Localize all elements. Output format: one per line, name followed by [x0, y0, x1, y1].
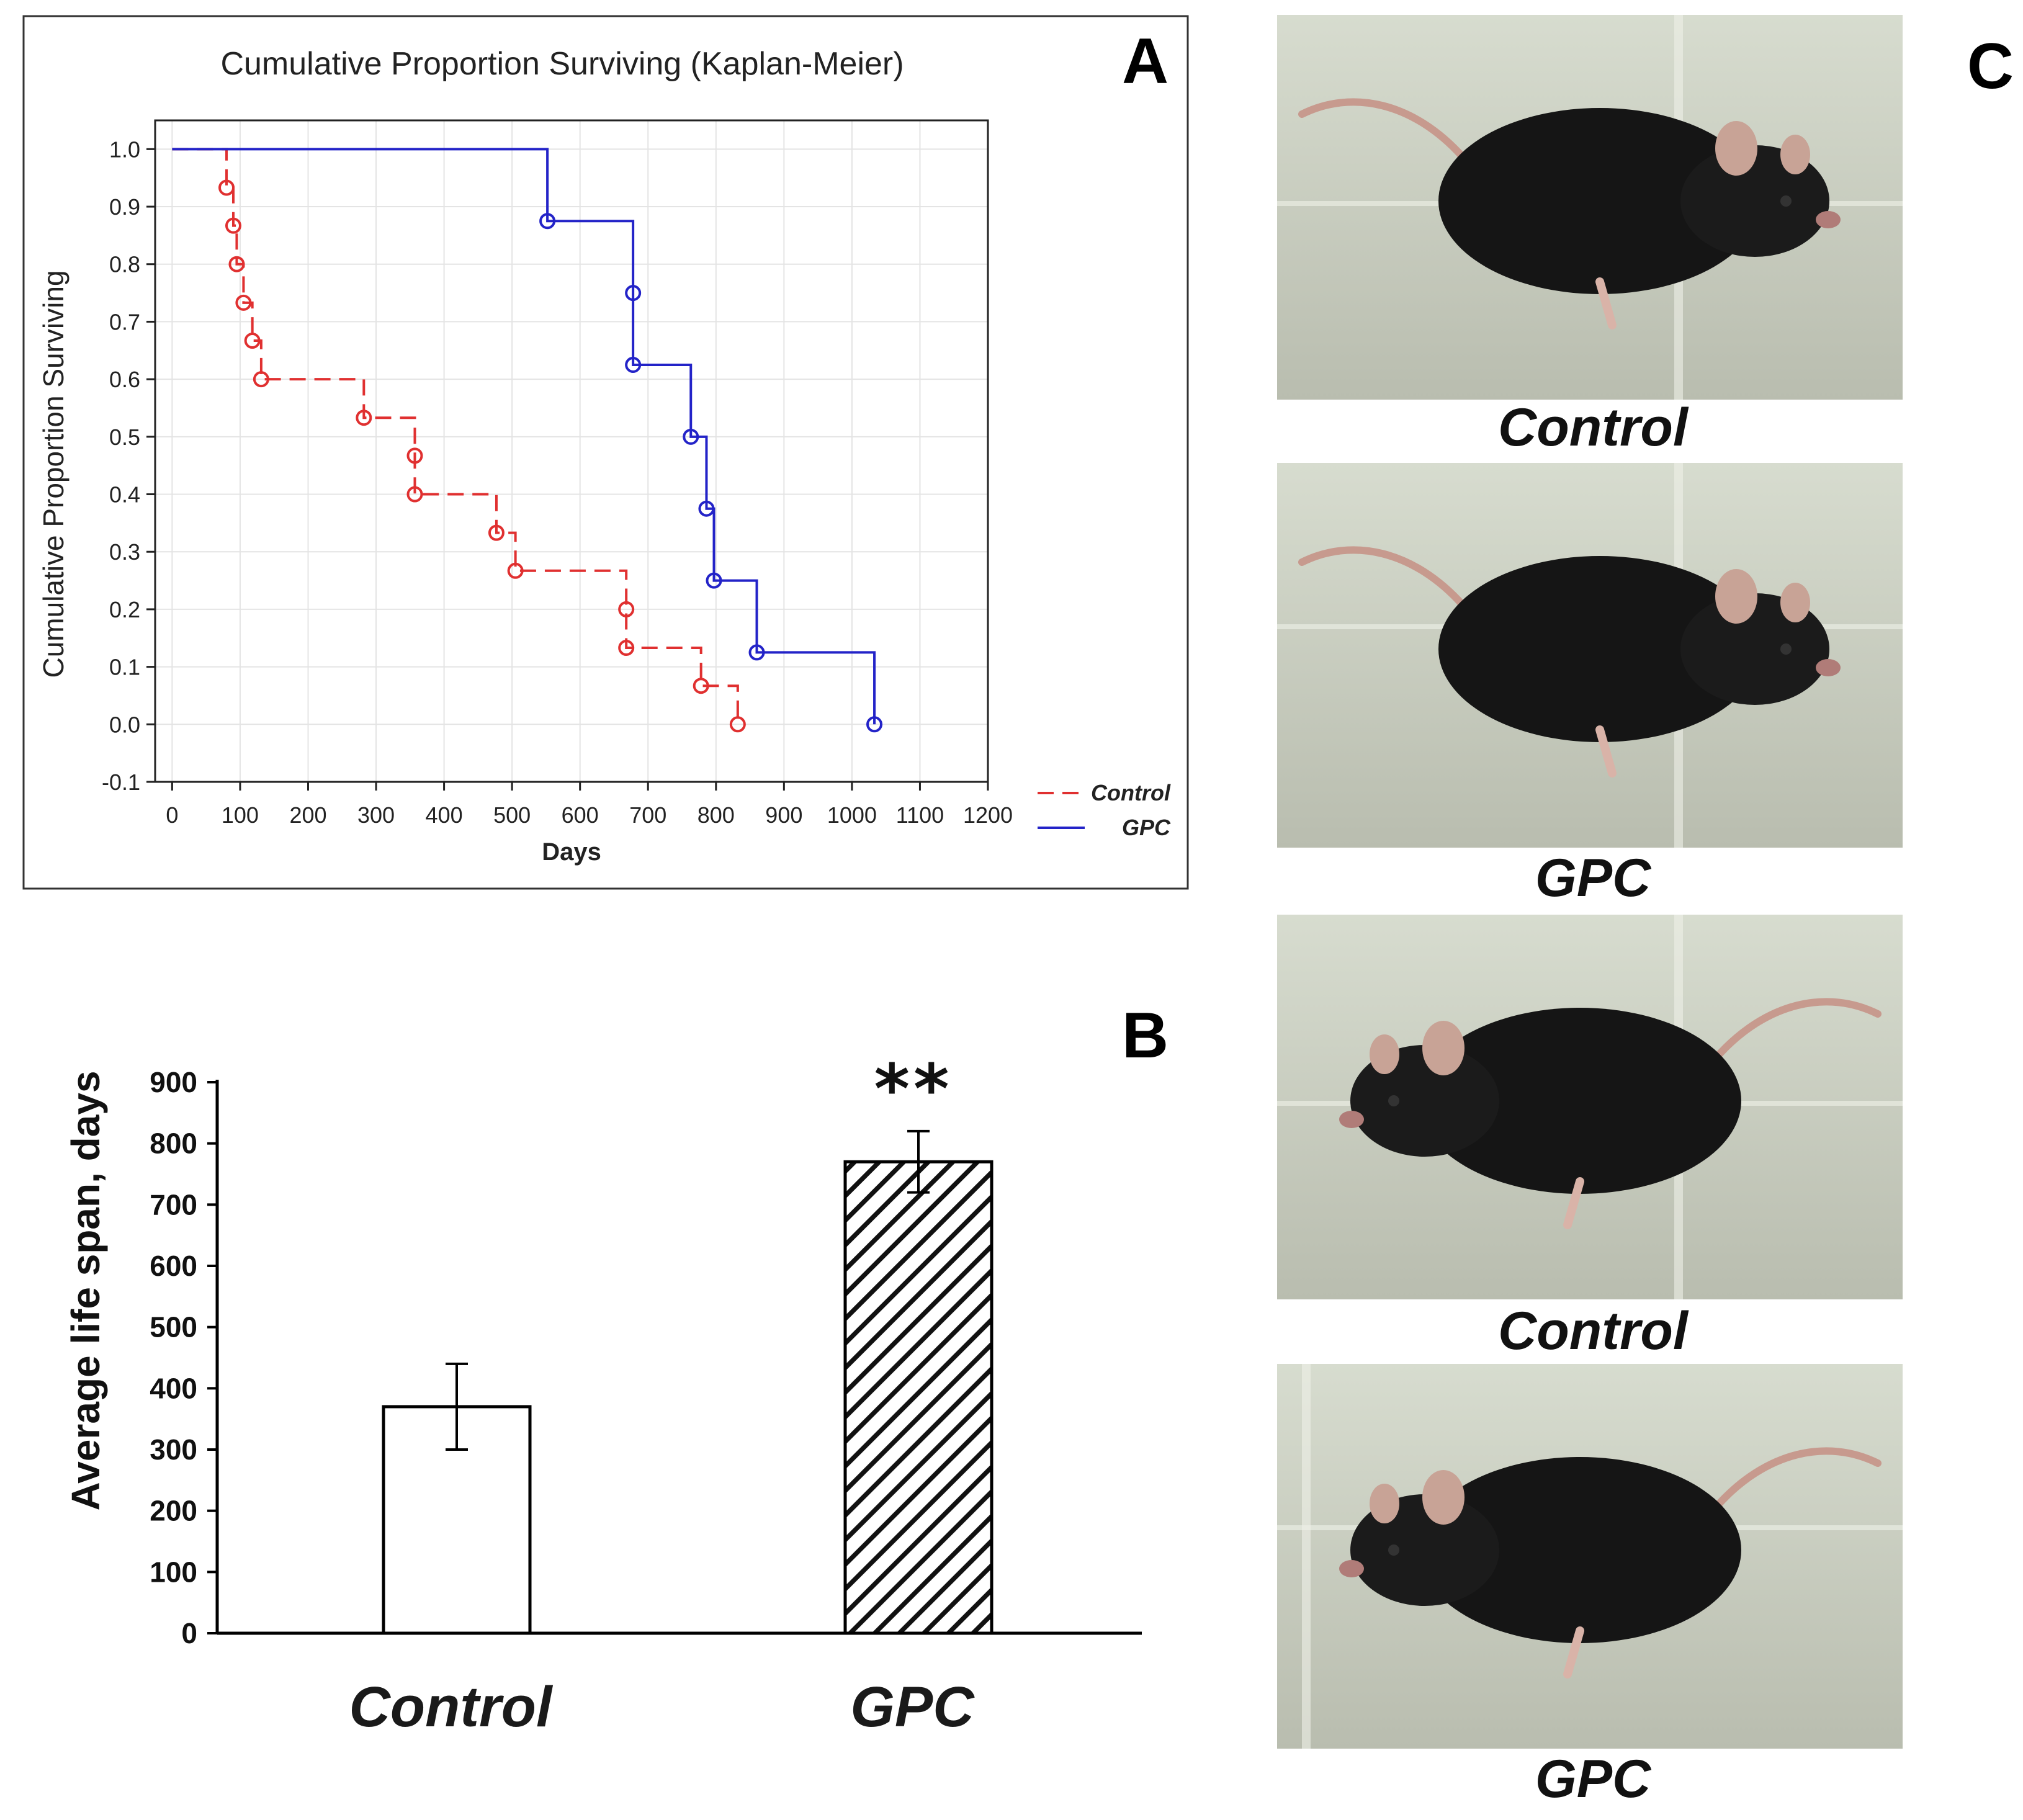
- mouse-photo-2: [1277, 463, 1903, 848]
- km-censor-point-control: [406, 486, 423, 503]
- bar-y-tick-label: 400: [150, 1372, 197, 1404]
- panel-letter-b: B: [1122, 1000, 1169, 1072]
- bar-y-tick-label: 200: [150, 1495, 197, 1527]
- bar-category-label-gpc: GPC: [850, 1675, 975, 1739]
- km-censor-point-control: [253, 371, 269, 388]
- km-y-tick-label: 0.3: [109, 539, 140, 565]
- km-censor-point-gpc: [683, 428, 699, 445]
- km-censor-point-gpc: [539, 213, 556, 230]
- km-y-tick-label: 0.0: [109, 712, 140, 737]
- km-legend: Control GPC: [1038, 780, 1171, 840]
- km-censor-point-control: [218, 179, 235, 196]
- km-x-tick-label: 1000: [827, 802, 877, 828]
- km-y-axis-label: Cumulative Proportion Surviving: [37, 270, 70, 678]
- km-y-ticks: -0.1 0.0 0.1 0.2 0.3 0.4 0.5 0.6 0.7 0.8 0.9 1.0: [102, 137, 155, 795]
- km-censor-point-control: [488, 524, 505, 541]
- mouse-photo-4: [1277, 1364, 1903, 1749]
- kaplan-meier-chart: Cumulative Proportion Surviving (Kaplan-…: [22, 15, 1189, 890]
- km-censor-point-control: [228, 256, 245, 272]
- significance-marker: **: [874, 1049, 953, 1129]
- km-x-tick-label: 200: [289, 802, 326, 828]
- bar-y-tick-label: 700: [150, 1188, 197, 1221]
- km-x-tick-label: 800: [698, 802, 735, 828]
- km-censor-point-control: [507, 562, 524, 579]
- km-x-tick-label: 0: [166, 802, 178, 828]
- bar-y-tick-label: 600: [150, 1250, 197, 1282]
- km-title: Cumulative Proportion Surviving (Kaplan-…: [220, 46, 904, 82]
- km-censor-point-gpc: [698, 500, 715, 517]
- km-x-tick-label: 1200: [963, 802, 1013, 828]
- km-censor-point-control: [693, 678, 709, 694]
- km-censor-point-gpc: [625, 285, 642, 302]
- bar-y-tick-label: 100: [150, 1556, 197, 1588]
- km-y-tick-label: 0.1: [109, 655, 140, 680]
- km-series-control-line: [172, 148, 739, 725]
- photo-caption-3: Control: [1498, 1301, 1688, 1361]
- bar-y-ticks: 0 100 200 300 400 500 600 700 800 900: [150, 1066, 217, 1649]
- km-x-ticks: 0 100 200 300 400 500 600 700 800 900 1000 1100 1200: [166, 782, 1013, 828]
- km-censor-point-control: [618, 640, 635, 657]
- km-censor-point-control: [618, 601, 635, 617]
- mouse-photo-1: [1277, 15, 1903, 400]
- bar-axes: [215, 1080, 1142, 1635]
- km-x-tick-label: 1100: [896, 802, 944, 828]
- km-y-tick-label: 0.2: [109, 597, 140, 622]
- bar-y-axis-label: Average life span, days: [63, 1070, 108, 1510]
- km-x-tick-label: 300: [357, 802, 395, 828]
- km-y-tick-label: -0.1: [102, 769, 140, 795]
- km-censor-point-gpc: [706, 572, 722, 589]
- bar-bars: Control GPC **: [349, 1049, 994, 1739]
- km-y-tick-label: 1.0: [109, 137, 140, 162]
- km-plot-area: [154, 119, 989, 783]
- bar-y-tick-label: 900: [150, 1066, 197, 1098]
- km-censor-point-gpc: [866, 716, 883, 733]
- km-censor-point-gpc: [748, 644, 765, 661]
- km-y-tick-label: 0.4: [109, 482, 140, 508]
- km-x-tick-label: 100: [222, 802, 259, 828]
- km-x-tick-label: 600: [562, 802, 599, 828]
- photo-caption-2: GPC: [1535, 848, 1651, 908]
- mouse-photo-3: [1277, 915, 1903, 1299]
- km-censor-point-control: [225, 217, 241, 234]
- km-legend-label-control: Control: [1091, 780, 1171, 805]
- bar-y-tick-label: 500: [150, 1311, 197, 1343]
- km-legend-label-gpc: GPC: [1122, 815, 1171, 840]
- km-series: [172, 148, 883, 733]
- panel-letter-a: A: [1122, 25, 1169, 97]
- km-x-tick-label: 500: [493, 802, 531, 828]
- photo-caption-4: GPC: [1535, 1749, 1651, 1809]
- km-frame: [22, 15, 1189, 890]
- km-x-tick-label: 400: [426, 802, 463, 828]
- km-censor-point-control: [406, 447, 423, 464]
- km-x-axis-label: Days: [542, 838, 601, 866]
- km-censor-point-control: [356, 410, 372, 426]
- km-censor-point-control: [235, 294, 252, 311]
- photo-caption-1: Control: [1498, 398, 1688, 457]
- bar-gpc: [843, 1160, 994, 1635]
- km-x-tick-label: 900: [765, 802, 802, 828]
- bar-y-tick-label: 300: [150, 1433, 197, 1466]
- km-censor-point-control: [244, 333, 261, 349]
- bar-category-label-control: Control: [349, 1675, 553, 1739]
- km-y-tick-label: 0.9: [109, 194, 140, 220]
- panel-letter-c: C: [1967, 30, 2014, 102]
- lifespan-bar-chart: 0 100 200 300 400 500 600 700 800 900 Control GPC *…: [63, 1049, 1142, 1739]
- bar-y-tick-label: 0: [181, 1617, 197, 1649]
- km-censor-point-gpc: [625, 356, 642, 373]
- km-y-tick-label: 0.8: [109, 252, 140, 277]
- bar-y-tick-label: 800: [150, 1127, 197, 1160]
- km-x-tick-label: 700: [629, 802, 666, 828]
- km-y-tick-label: 0.6: [109, 367, 140, 392]
- km-y-tick-label: 0.5: [109, 424, 140, 450]
- km-censor-point-control: [729, 716, 746, 733]
- km-y-tick-label: 0.7: [109, 309, 140, 334]
